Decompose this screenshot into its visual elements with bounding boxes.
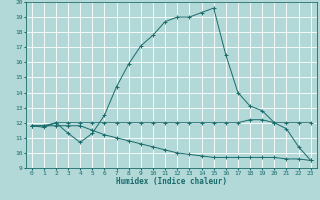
X-axis label: Humidex (Indice chaleur): Humidex (Indice chaleur)	[116, 177, 227, 186]
